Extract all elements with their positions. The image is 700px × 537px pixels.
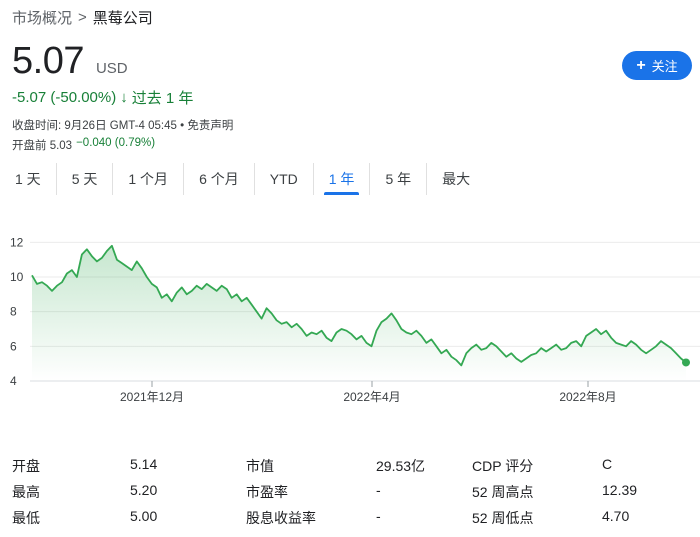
y-tick-label: 12 <box>10 235 24 249</box>
chart-area <box>32 245 686 381</box>
range-tabs: 1 天 5 天 1 个月 6 个月 YTD 1 年 5 年 最大 <box>0 163 700 195</box>
chart-last-point <box>682 358 690 367</box>
y-tick-label: 6 <box>10 339 17 353</box>
stat-value-low: 5.00 <box>130 508 158 524</box>
tab-1d[interactable]: 1 天 <box>0 163 57 195</box>
arrow-down-icon: ↓ <box>120 89 128 106</box>
price-change: -5.07 (-50.00%) <box>12 89 117 106</box>
stat-value-52w-high: 12.39 <box>602 482 638 498</box>
premarket-row: 开盘前 5.03 −0.040 (0.79%) <box>12 137 155 153</box>
change-period: 过去 1 年 <box>131 90 194 107</box>
stat-label-open: 开盘 <box>12 458 40 474</box>
stats-table: 开盘 5.14 市值 29.53亿 CDP 评分 C 最高 5.20 市盈率 -… <box>12 456 692 528</box>
price-row: 5.07 USD <box>12 40 128 83</box>
stat-label-low: 最低 <box>12 510 40 526</box>
stat-value-cdp: C <box>602 456 613 472</box>
disclaimer-link[interactable]: • 免责声明 <box>180 120 234 132</box>
close-time: 收盘时间: 9月26日 GMT-4 05:45 <box>12 120 177 132</box>
currency: USD <box>95 60 128 77</box>
stat-label-52w-low: 52 周低点 <box>472 510 534 526</box>
plus-icon: + <box>636 56 646 74</box>
y-tick-label: 4 <box>10 374 17 388</box>
y-tick-label: 8 <box>10 305 17 319</box>
close-time-row: 收盘时间: 9月26日 GMT-4 05:45 • 免责声明 <box>12 117 233 133</box>
premarket-price: 开盘前 5.03 <box>12 140 73 152</box>
stat-value-open: 5.14 <box>130 456 158 472</box>
price-change-row: -5.07 (-50.00%) ↓ 过去 1 年 <box>12 87 193 108</box>
stat-label-market-cap: 市值 <box>246 458 274 474</box>
stat-value-market-cap: 29.53亿 <box>376 458 426 474</box>
breadcrumb-root[interactable]: 市场概况 <box>12 10 73 27</box>
stat-value-high: 5.20 <box>130 482 158 498</box>
chart-price-line <box>31 244 687 367</box>
tab-1m[interactable]: 1 个月 <box>113 163 185 195</box>
stat-label-high: 最高 <box>12 484 40 500</box>
tab-5d[interactable]: 5 天 <box>57 163 114 195</box>
x-tick-label: 2022年8月 <box>559 390 616 404</box>
stat-value-pe: - <box>376 482 381 498</box>
tab-6m[interactable]: 6 个月 <box>184 163 255 195</box>
breadcrumb: 市场概况 > 黑莓公司 <box>12 7 153 28</box>
tab-ytd[interactable]: YTD <box>255 163 314 195</box>
stat-label-pe: 市盈率 <box>246 484 288 500</box>
tab-max[interactable]: 最大 <box>442 171 471 187</box>
follow-button[interactable]: + 关注 <box>622 51 692 80</box>
stat-label-52w-high: 52 周高点 <box>472 484 534 500</box>
tab-5y[interactable]: 5 年 <box>370 163 428 195</box>
y-tick-label: 10 <box>10 270 24 284</box>
price-chart[interactable]: 4 6 8 10 12 2021年12月 2022年4月 2022年8月 <box>0 225 700 435</box>
breadcrumb-separator: > <box>78 9 87 26</box>
stat-label-cdp[interactable]: CDP 评分 <box>472 458 534 474</box>
stock-price: 5.07 <box>12 40 84 82</box>
stat-value-dividend: - <box>376 508 381 524</box>
x-tick-label: 2022年4月 <box>343 390 400 404</box>
breadcrumb-current: 黑莓公司 <box>92 10 153 27</box>
stat-label-dividend: 股息收益率 <box>246 510 316 526</box>
stat-value-52w-low: 4.70 <box>602 508 630 524</box>
tab-1y[interactable]: 1 年 <box>314 163 371 195</box>
follow-label: 关注 <box>651 59 678 74</box>
x-tick-label: 2021年12月 <box>120 390 184 404</box>
premarket-change: −0.040 (0.79%) <box>76 137 156 149</box>
